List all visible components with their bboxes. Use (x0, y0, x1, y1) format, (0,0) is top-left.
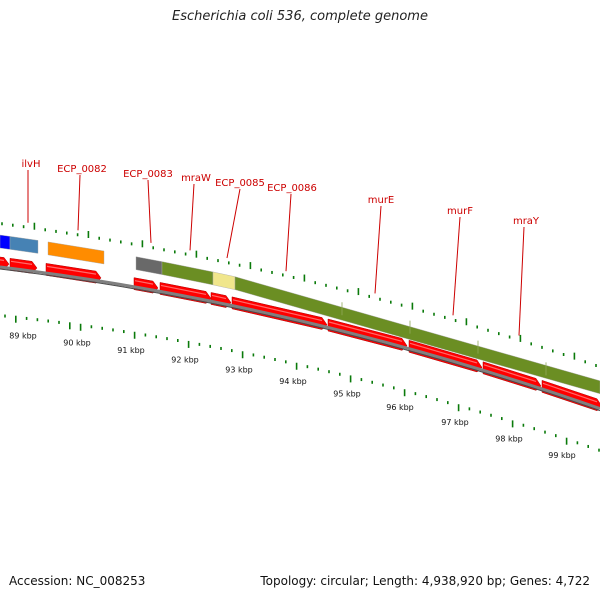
kbp-label: 99 kbp (548, 451, 576, 460)
kbp-label: 91 kbp (117, 346, 145, 355)
gene-label: murF (447, 206, 473, 217)
cds-highlight (211, 294, 227, 300)
kbp-scale-labels: 89 kbp 90 kbp 91 kbp 92 kbp 93 kbp 94 kbp 95 k… (9, 332, 576, 461)
kbp-label: 95 kbp (333, 390, 361, 399)
cds-highlight (46, 265, 97, 275)
cds-highlight (10, 260, 33, 265)
inner-tick-ring (4, 314, 600, 452)
gene-leader-line (452, 216, 461, 316)
gene-label: ECP_0086 (267, 183, 317, 194)
gene-label: mraW (181, 173, 211, 184)
cds-highlight (160, 284, 207, 296)
gene-leader-line (226, 188, 241, 259)
gene-label: mraY (513, 216, 540, 227)
map-title: Escherichia coli 536, complete genome (172, 9, 428, 24)
backbone-shadow (0, 268, 600, 412)
feature-track (0, 234, 600, 395)
gene-label: ECP_0082 (57, 164, 107, 175)
gene-leader-line (518, 226, 525, 336)
gene-leader-line (374, 205, 382, 294)
feature-block (47, 241, 105, 265)
gene-leader-line (147, 179, 152, 243)
gene-label: ECP_0083 (123, 169, 173, 180)
gene-leader-line (285, 193, 292, 272)
gene-leader-line (77, 174, 81, 231)
accession-text: Accession: NC_008253 (9, 574, 146, 588)
gene-label: murE (368, 195, 395, 206)
gene-leader-line (189, 183, 195, 251)
kbp-label: 96 kbp (386, 403, 414, 412)
kbp-label: 98 kbp (495, 434, 523, 443)
cds-highlight (409, 342, 478, 364)
cds-highlight (232, 299, 323, 322)
feature-block (0, 234, 11, 250)
kbp-label: 92 kbp (171, 355, 199, 364)
feature-block (212, 271, 236, 290)
cds-highlight (328, 321, 403, 342)
gene-label: ECP_0085 (215, 178, 265, 189)
kbp-label: 94 kbp (279, 377, 307, 386)
cds-highlight (134, 280, 154, 285)
gene-labels: ilvH ECP_0082 ECP_0083 mraW ECP_0085 ECP_0086… (22, 159, 540, 336)
feature-block (9, 236, 39, 254)
backbone-ring (0, 265, 600, 412)
cds-highlight (0, 259, 5, 262)
cds-highlight (483, 364, 537, 382)
outer-tick-ring (1, 222, 597, 368)
kbp-label: 89 kbp (9, 332, 37, 341)
feature-block (161, 261, 214, 286)
kbp-label: 97 kbp (441, 418, 469, 427)
gene-label: ilvH (22, 159, 41, 170)
backbone-line (0, 265, 600, 411)
cds-highlight (542, 382, 598, 403)
feature-block (135, 256, 163, 275)
kbp-label: 90 kbp (63, 338, 91, 347)
kbp-label: 93 kbp (225, 366, 253, 375)
topology-text: Topology: circular; Length: 4,938,920 bp… (260, 574, 590, 588)
